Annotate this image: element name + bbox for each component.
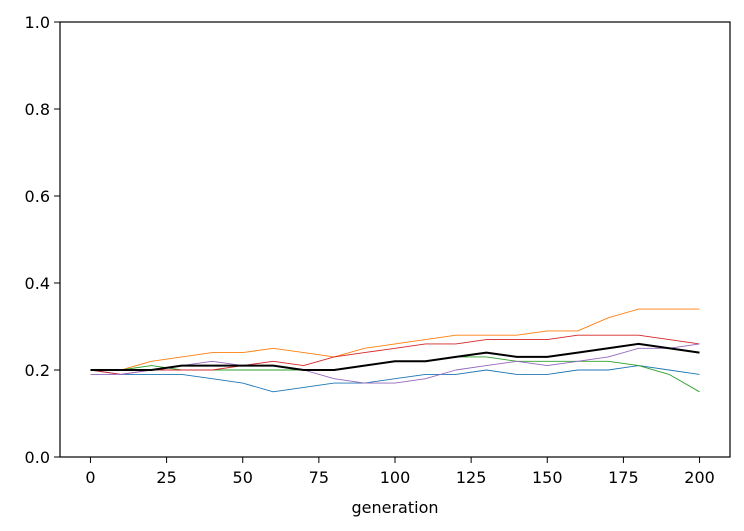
x-tick-label: 150 bbox=[532, 468, 563, 487]
y-tick-label: 0.4 bbox=[25, 274, 50, 293]
x-tick-label: 175 bbox=[608, 468, 639, 487]
x-tick-label: 25 bbox=[156, 468, 176, 487]
x-tick-label: 50 bbox=[233, 468, 253, 487]
axes-frame bbox=[59, 21, 731, 458]
y-tick-label: 0.6 bbox=[25, 187, 50, 206]
x-tick-label: 100 bbox=[380, 468, 411, 487]
y-tick-label: 0.2 bbox=[25, 361, 50, 380]
x-tick-label: 75 bbox=[309, 468, 329, 487]
series-line-5 bbox=[90, 343, 700, 384]
series-line-1 bbox=[90, 365, 700, 393]
x-tick-label: 200 bbox=[684, 468, 715, 487]
series-line-2 bbox=[90, 308, 700, 371]
x-axis-label: generation bbox=[351, 498, 438, 517]
axis-ticks: 0 25 50 75 100 125 150 175 200 0.0 0.2 0.4 0.6 0.8 1.0 bbox=[25, 13, 715, 487]
x-tick-label: 0 bbox=[85, 468, 95, 487]
x-tick-label: 125 bbox=[456, 468, 487, 487]
series-line-4 bbox=[90, 334, 700, 375]
y-tick-label: 1.0 bbox=[25, 13, 50, 32]
series-lines bbox=[90, 308, 700, 393]
series-line-6 bbox=[90, 342, 700, 371]
y-tick-label: 0.8 bbox=[25, 100, 50, 119]
y-tick-label: 0.0 bbox=[25, 448, 50, 467]
